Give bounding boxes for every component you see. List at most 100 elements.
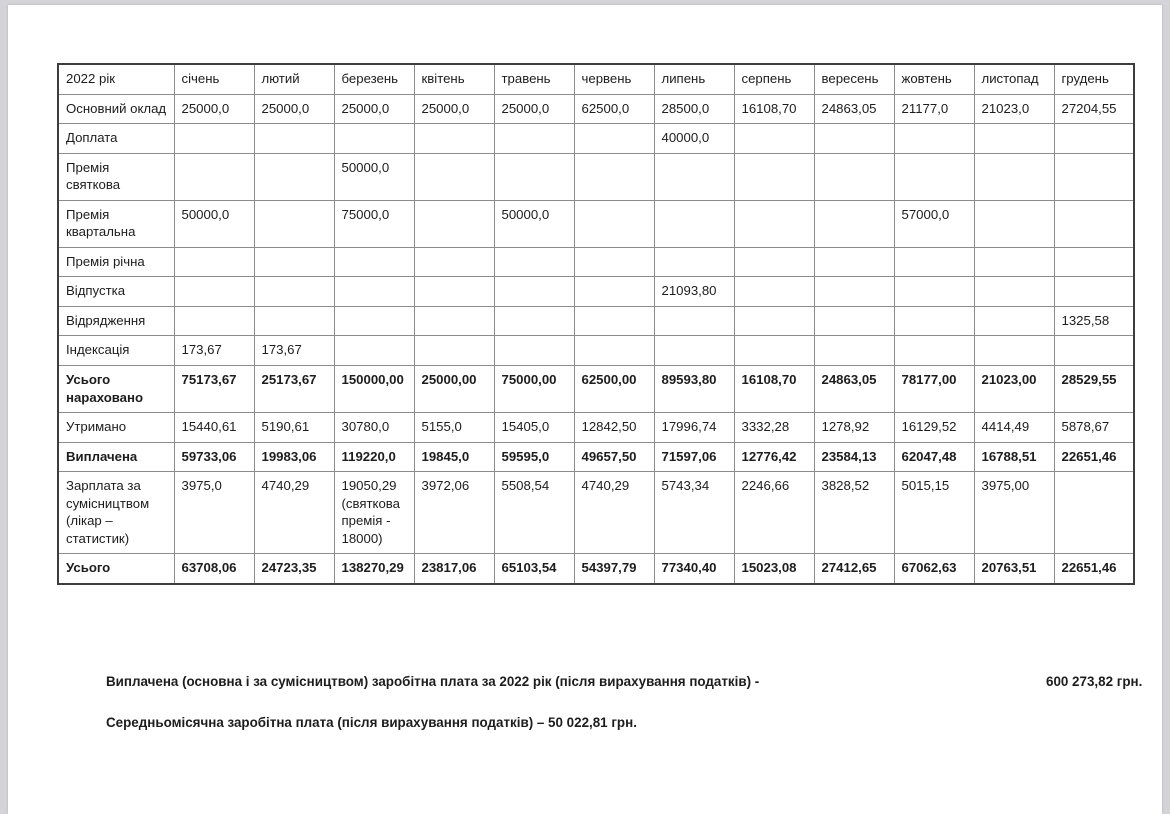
table-cell [253,199,335,248]
table-cell: 150000,00 [333,365,415,414]
summary-notes: Виплачена (основна і за сумісництвом) за… [106,673,1162,755]
table-cell: 24723,35 [253,553,335,585]
summary-note: Виплачена (основна і за сумісництвом) за… [106,673,1162,692]
table-cell: 50000,0 [173,199,255,248]
table-body: Основний оклад 25000,0 25000,0 25000,0 25000… [57,93,1135,585]
table-cell: 62500,0 [573,93,655,125]
table-cell: 57000,0 [893,199,975,248]
table-cell [253,123,335,154]
table-cell: 15023,08 [733,553,815,585]
table-cell [813,199,895,248]
summary-note-text: Виплачена (основна і за сумісництвом) за… [106,674,760,689]
row-label: Відрядження [57,305,175,337]
table-cell: 16129,52 [893,412,975,443]
column-header-month: березень [333,63,415,95]
table-cell: 25000,0 [413,93,495,125]
table-cell [733,123,815,154]
table-cell: 19050,29 (святкова премія - 18000) [333,471,415,555]
table-row: Відрядження 1325,58 [57,305,1135,337]
table-row: Премія квартальна 50000,0 75000,0 50000,0 57… [57,199,1135,248]
table-cell: 71597,06 [653,441,735,473]
table-cell: 21093,80 [653,276,735,307]
document-page: 2022 рік січень лютий березень квітень т… [8,5,1162,814]
table-cell [733,276,815,307]
table-row: Зарплата за сумісництвом (лікар – статис… [57,471,1135,555]
table-cell [813,246,895,278]
table-cell: 28529,55 [1053,365,1135,414]
table-row: Індексація 173,67 173,67 [57,335,1135,367]
row-label: Зарплата за сумісництвом (лікар – статис… [57,471,175,555]
table-cell [893,123,975,154]
table-row: Премія святкова 50000,0 [57,152,1135,201]
table-cell: 173,67 [253,335,335,367]
row-label: Премія річна [57,246,175,278]
table-cell [973,123,1055,154]
table-cell: 20763,51 [973,553,1055,585]
table-cell [653,246,735,278]
table-cell [653,152,735,201]
table-cell: 25000,0 [253,93,335,125]
table-cell: 19983,06 [253,441,335,473]
table-cell: 3828,52 [813,471,895,555]
table-cell [413,152,495,201]
table-cell: 40000,0 [653,123,735,154]
table-cell: 63708,06 [173,553,255,585]
table-cell: 50000,0 [333,152,415,201]
table-cell: 75000,00 [493,365,575,414]
table-cell [1053,335,1135,367]
row-label: Премія святкова [57,152,175,201]
column-header-month: червень [573,63,655,95]
table-cell [1053,123,1135,154]
column-header-month: квітень [413,63,495,95]
table-header-row: 2022 рік січень лютий березень квітень т… [57,63,1135,95]
table-cell [413,276,495,307]
column-header-month: серпень [733,63,815,95]
table-cell: 12776,42 [733,441,815,473]
table-cell: 5878,67 [1053,412,1135,443]
table-cell [973,335,1055,367]
table-cell [973,305,1055,337]
table-cell [893,335,975,367]
table-cell: 5743,34 [653,471,735,555]
table-cell [973,246,1055,278]
table-cell [413,246,495,278]
table-cell [173,276,255,307]
table-cell [1053,152,1135,201]
table-row: Утримано 15440,61 5190,61 30780,0 5155,0 1540… [57,412,1135,443]
table-cell [1053,276,1135,307]
table-cell [973,152,1055,201]
table-cell [413,335,495,367]
table-cell [573,152,655,201]
table-cell [573,276,655,307]
table-cell: 22651,46 [1053,441,1135,473]
salary-table: 2022 рік січень лютий березень квітень т… [57,63,1135,585]
table-cell: 67062,63 [893,553,975,585]
table-cell: 12842,50 [573,412,655,443]
table-cell [733,152,815,201]
table-cell: 15405,0 [493,412,575,443]
table-cell [333,246,415,278]
table-cell [493,152,575,201]
table-cell [813,123,895,154]
table-cell: 3332,28 [733,412,815,443]
table-cell: 15440,61 [173,412,255,443]
table-cell [1053,471,1135,555]
table-cell: 2246,66 [733,471,815,555]
table-row: Усього 63708,06 24723,35 138270,29 23817,06 6… [57,553,1135,585]
table-cell: 1325,58 [1053,305,1135,337]
table-cell [493,246,575,278]
column-header-month: листопад [973,63,1055,95]
table-cell [733,199,815,248]
row-label: Виплачена [57,441,175,473]
table-cell [253,152,335,201]
table-cell: 54397,79 [573,553,655,585]
table-cell: 89593,80 [653,365,735,414]
table-cell: 3975,0 [173,471,255,555]
table-cell [733,335,815,367]
table-cell: 21177,0 [893,93,975,125]
table-cell: 78177,00 [893,365,975,414]
table-cell [413,123,495,154]
table-cell [573,199,655,248]
table-cell: 4740,29 [253,471,335,555]
table-cell [173,305,255,337]
